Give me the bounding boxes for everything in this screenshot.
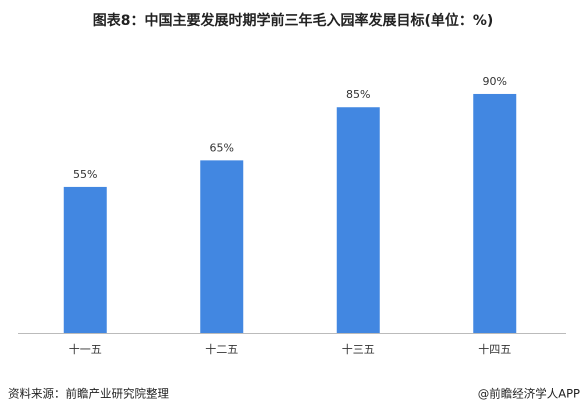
x-tick-label: 十四五	[478, 342, 511, 356]
value-label: 90%	[483, 75, 507, 88]
value-label: 85%	[346, 88, 370, 101]
source: 资料来源：前瞻产业研究院整理	[8, 387, 169, 401]
value-label: 65%	[210, 141, 234, 154]
bar	[336, 107, 380, 334]
bar	[200, 160, 244, 333]
chart-title: 图表8：中国主要发展时期学前三年毛入园率发展目标(单位：%)	[93, 12, 494, 29]
bar	[63, 186, 107, 333]
brand: @前瞻经济学人APP	[478, 387, 580, 401]
x-tick-label: 十三五	[342, 342, 375, 356]
x-tick-label: 十二五	[205, 342, 238, 356]
bar	[473, 93, 517, 334]
value-label: 55%	[73, 168, 97, 181]
x-tick-label: 十一五	[69, 342, 102, 356]
